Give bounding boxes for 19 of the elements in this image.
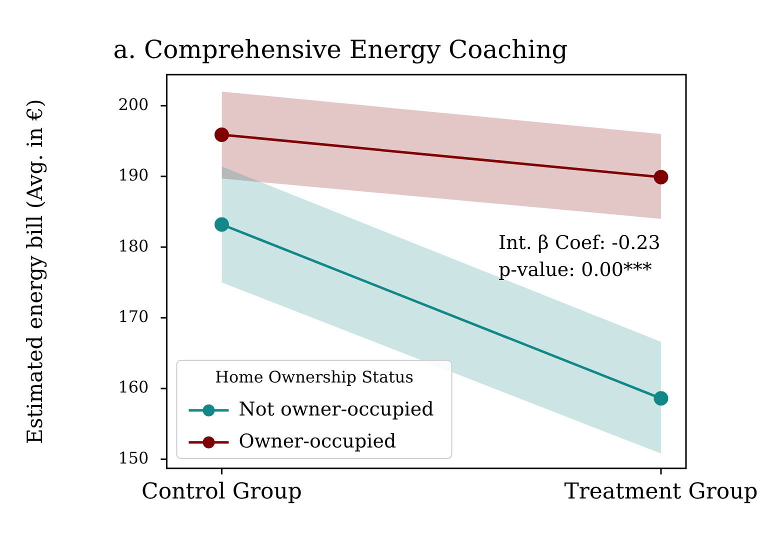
y-tick-label: 170 (118, 306, 149, 326)
y-tick-label: 180 (118, 236, 149, 256)
legend-label: Not owner-occupied (238, 398, 434, 420)
x-tick-label: Control Group (142, 479, 302, 504)
y-tick-label: 160 (118, 378, 149, 397)
y-tick-label: 200 (118, 94, 149, 114)
y-tick-label: 150 (118, 448, 149, 468)
point (214, 217, 229, 232)
chart-title: a. Comprehensive Energy Coaching (113, 35, 568, 64)
y-axis-title: Estimated energy bill (Avg. in €) (23, 99, 48, 444)
legend-title: Home Ownership Status (215, 368, 414, 387)
point (214, 127, 229, 142)
y-tick-label: 190 (118, 166, 149, 185)
point (654, 391, 668, 406)
annotation: p-value: 0.00*** (498, 258, 652, 281)
point (654, 170, 668, 184)
legend-label: Owner-occupied (238, 430, 396, 452)
annotation: Int. β Coef: -0.23 (498, 232, 660, 254)
x-tick-label: Treatment Group (564, 479, 758, 504)
